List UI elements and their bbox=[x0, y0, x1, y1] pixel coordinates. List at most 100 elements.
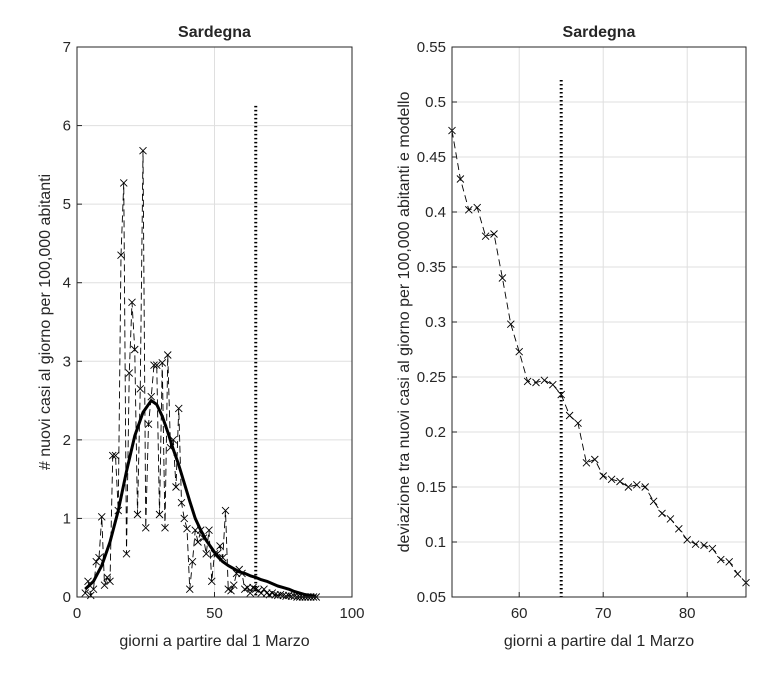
right-x-axis-label: giorni a partire dal 1 Marzo bbox=[504, 633, 694, 650]
left-data-point bbox=[92, 557, 101, 566]
right-y-tick-label: 0.2 bbox=[425, 424, 446, 441]
right-series bbox=[448, 80, 750, 597]
right-data-point bbox=[683, 535, 692, 544]
right-y-tick-label: 0.1 bbox=[425, 534, 446, 551]
left-data-point bbox=[128, 298, 136, 307]
left-data-point bbox=[97, 513, 106, 521]
right-data-point bbox=[725, 557, 734, 566]
right-data-point bbox=[523, 377, 532, 386]
left-data-point bbox=[207, 577, 216, 586]
right-data-point bbox=[691, 540, 700, 549]
left-data-point bbox=[147, 392, 156, 401]
left-data-point bbox=[174, 404, 183, 413]
left-data-point bbox=[155, 510, 164, 519]
right-data-point bbox=[616, 477, 624, 486]
right-data-point bbox=[548, 380, 557, 389]
right-data-point bbox=[700, 541, 708, 550]
left-data-point bbox=[163, 351, 172, 359]
left-data-point bbox=[191, 526, 200, 535]
right-data-point bbox=[708, 544, 717, 553]
left-data-point bbox=[150, 361, 158, 370]
left-data-point bbox=[111, 451, 120, 460]
left-data-point bbox=[117, 251, 125, 260]
right-data-point bbox=[464, 205, 473, 214]
left-model-line bbox=[84, 399, 317, 598]
right-data-point bbox=[641, 483, 650, 491]
left-data-point bbox=[246, 589, 255, 597]
right-data-line bbox=[451, 130, 747, 584]
left-data-point bbox=[158, 359, 167, 367]
left-y-tick-label: 6 bbox=[63, 118, 71, 135]
right-data-point bbox=[632, 480, 641, 489]
left-data-point bbox=[89, 585, 98, 593]
left-data-point bbox=[183, 524, 191, 533]
left-x-axis-label: giorni a partire dal 1 Marzo bbox=[119, 633, 309, 650]
left-data-point bbox=[194, 538, 202, 546]
left-x-tick-label: 0 bbox=[73, 605, 81, 622]
right-data-point bbox=[607, 475, 616, 484]
left-x-tick-label: 100 bbox=[339, 605, 364, 622]
right-chart-title: Sardegna bbox=[563, 24, 636, 41]
right-y-tick-label: 0.05 bbox=[417, 589, 446, 606]
left-data-point bbox=[177, 498, 186, 507]
right-data-point bbox=[540, 376, 549, 385]
right-tick-labels: 60 70 80 0.05 0.1 0.15 0.2 0.25 0.3 0.35 0.4 0.45 0.… bbox=[417, 39, 696, 622]
left-data-point bbox=[172, 483, 180, 491]
left-x-tick-label: 50 bbox=[206, 605, 223, 622]
right-data-point bbox=[716, 555, 725, 564]
right-data-point bbox=[490, 230, 498, 238]
right-data-point bbox=[658, 509, 666, 518]
left-data-point bbox=[119, 179, 128, 187]
left-data-point bbox=[180, 514, 189, 523]
right-data-point bbox=[515, 347, 524, 356]
right-x-tick-label: 80 bbox=[679, 605, 696, 622]
left-chart-title: Sardegna bbox=[178, 24, 251, 41]
right-data-point bbox=[599, 472, 608, 480]
left-data-point bbox=[86, 591, 95, 600]
left-data-point bbox=[81, 589, 90, 597]
right-data-point bbox=[473, 203, 482, 212]
right-data-point bbox=[582, 458, 591, 467]
right-data-point bbox=[649, 497, 658, 506]
right-y-tick-label: 0.35 bbox=[417, 259, 446, 276]
left-y-tick-label: 5 bbox=[63, 196, 71, 213]
left-data-point bbox=[136, 384, 145, 393]
left-data-point bbox=[185, 585, 194, 593]
left-data-point bbox=[141, 524, 150, 532]
left-data-point bbox=[139, 146, 147, 155]
right-y-tick-label: 0.45 bbox=[417, 149, 446, 166]
left-data-point bbox=[243, 583, 252, 592]
left-y-tick-label: 3 bbox=[63, 353, 71, 370]
right-y-tick-label: 0.25 bbox=[417, 369, 446, 386]
left-data-point bbox=[106, 577, 114, 586]
left-data-point bbox=[133, 510, 142, 519]
right-data-point bbox=[506, 320, 515, 329]
left-data-point bbox=[282, 592, 290, 601]
left-data-point bbox=[108, 451, 117, 460]
left-data-point bbox=[130, 345, 139, 354]
right-data-point bbox=[557, 390, 566, 399]
left-axes-box bbox=[76, 46, 353, 598]
right-data-point bbox=[733, 570, 742, 578]
left-data-point bbox=[161, 524, 169, 532]
right-data-point bbox=[666, 515, 675, 523]
right-data-point bbox=[498, 274, 507, 282]
right-data-point bbox=[574, 419, 582, 428]
left-data-point bbox=[152, 361, 161, 370]
right-data-point bbox=[674, 524, 683, 533]
right-y-tick-label: 0.15 bbox=[417, 479, 446, 496]
left-data-point bbox=[229, 581, 238, 590]
left-data-point bbox=[188, 557, 197, 566]
left-data-point bbox=[205, 526, 213, 535]
right-y-tick-label: 0.3 bbox=[425, 314, 446, 331]
right-data-point bbox=[624, 483, 633, 491]
right-data-point bbox=[456, 175, 465, 183]
right-x-tick-label: 60 bbox=[511, 605, 528, 622]
left-y-tick-label: 2 bbox=[63, 432, 71, 449]
chart-left: 0 50 100 0 1 2 3 4 5 6 7 Sardegna giorni a partire… bbox=[37, 24, 365, 650]
left-series bbox=[81, 105, 321, 601]
right-data-point bbox=[532, 378, 540, 387]
left-data-point bbox=[257, 589, 266, 597]
left-tick-labels: 0 50 100 0 1 2 3 4 5 6 7 bbox=[63, 39, 365, 622]
